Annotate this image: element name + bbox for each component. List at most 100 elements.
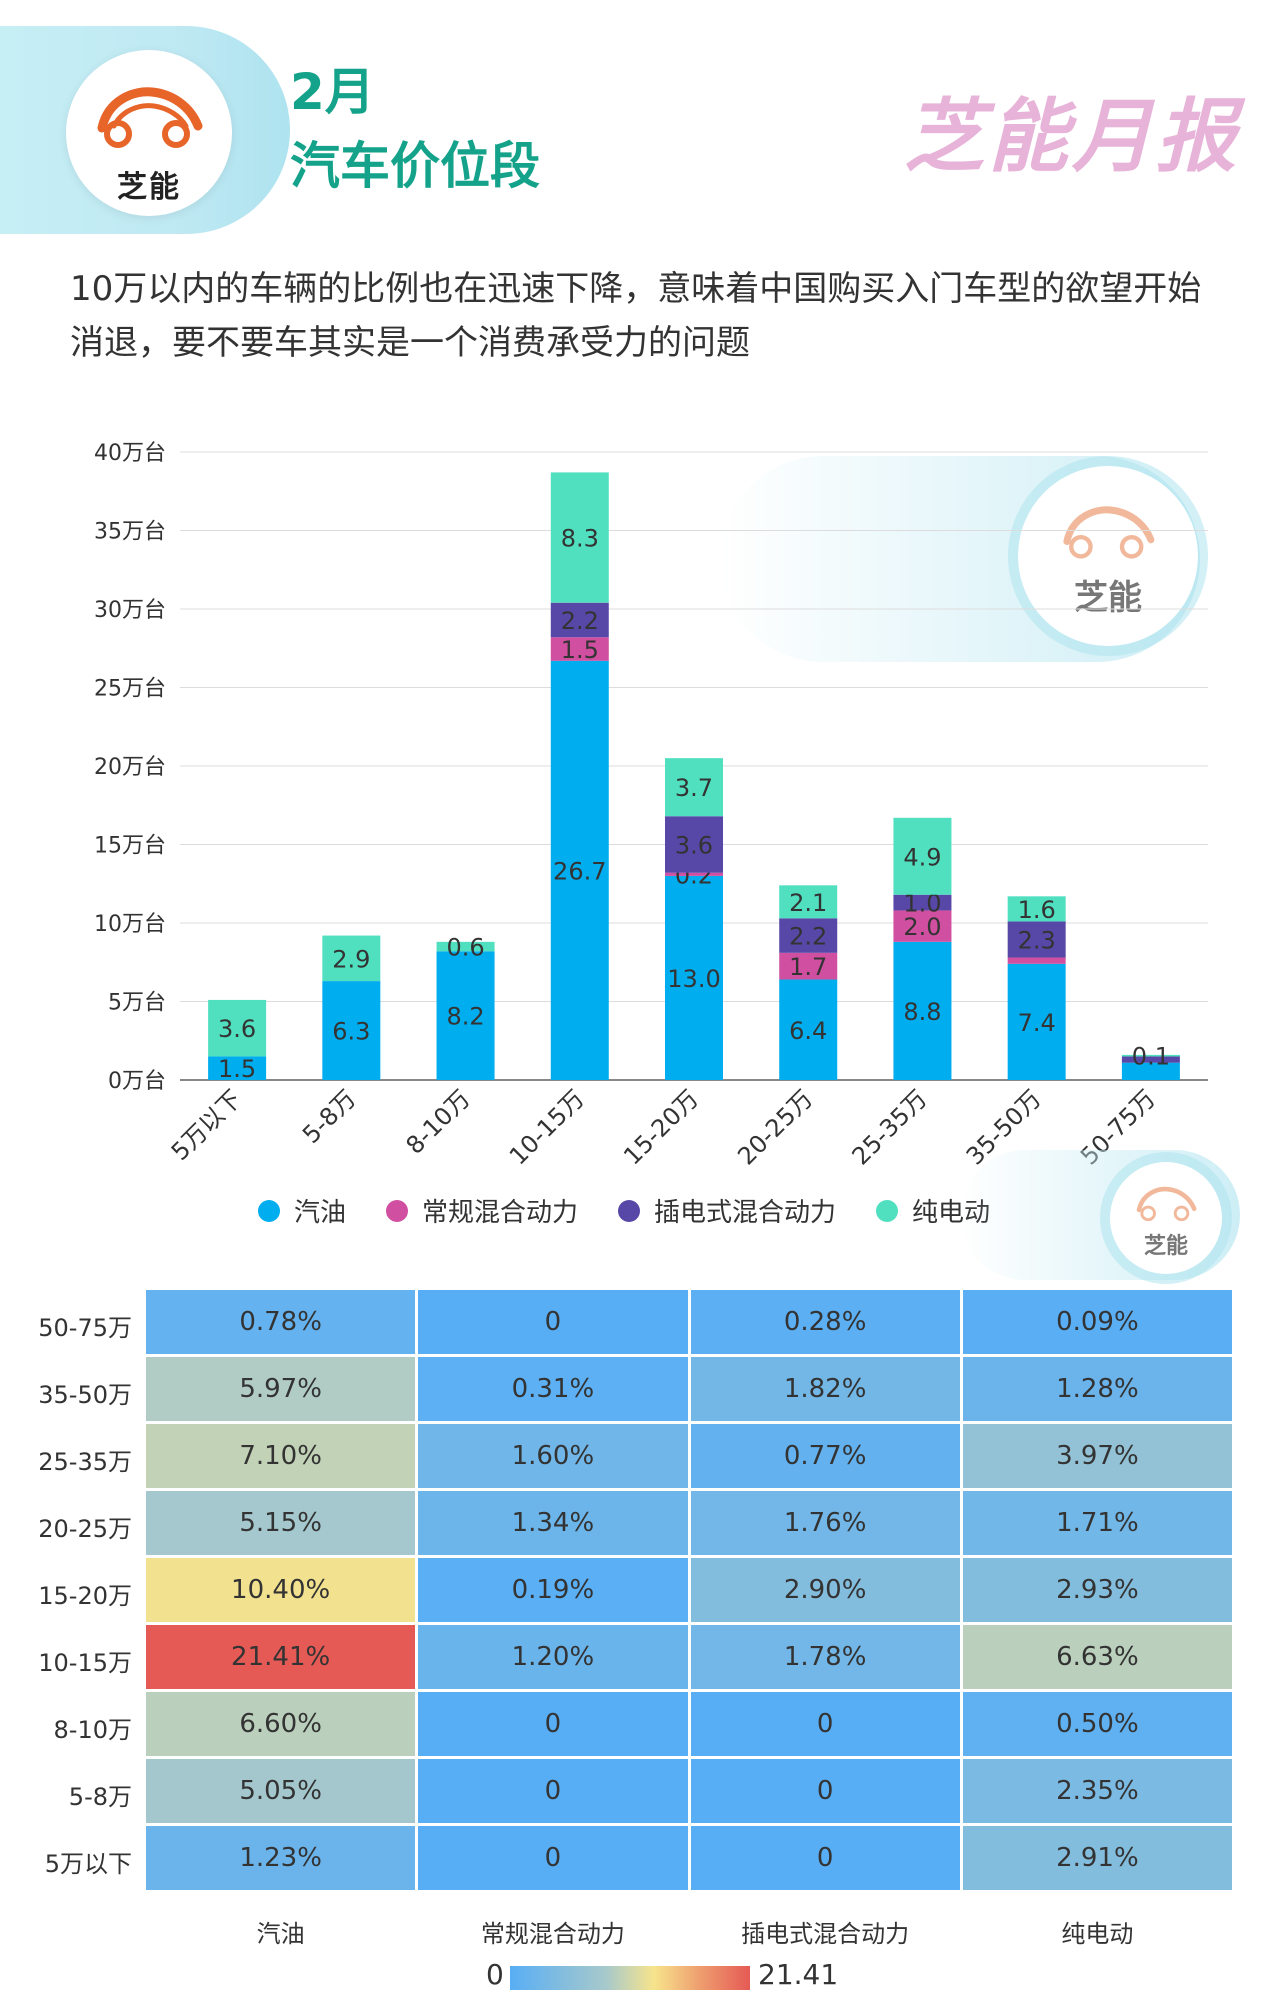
x-tick-label: 25-35万 [847, 1084, 933, 1170]
bar-data-label: 0.1 [1132, 1043, 1170, 1071]
bar-segment [550, 602, 609, 638]
heatmap-grid: 0.78% 0 0.28% 0.09% 5.97% 0.31% 1.82% 1.28% 7.10… [146, 1290, 1232, 1890]
bar-segment [665, 875, 723, 1080]
x-tick-label: 20-25万 [732, 1084, 818, 1170]
bar-segment [893, 817, 952, 895]
heatmap-cell: 3.97% [962, 1424, 1232, 1488]
bar-data-label: 2.2 [789, 923, 827, 951]
heatmap-column-label: 常规混合动力 [480, 1920, 625, 1948]
legend-item: 汽油 [258, 1192, 346, 1229]
legend-swatch [618, 1199, 641, 1222]
bar-segment [1007, 896, 1066, 922]
bar-segment [1007, 957, 1066, 964]
bar-data-label: 3.6 [218, 1015, 256, 1043]
stacked-bar-chart: 0万台 5万台 10万台 15万台 20万台 25万台 30万台 35万台 40万台 1.5 3.6… [94, 441, 1208, 1171]
heatmap-cell: 1.82% [690, 1357, 960, 1421]
heatmap-column-label: 插电式混合动力 [741, 1920, 910, 1948]
y-tick-label: 30万台 [94, 598, 166, 623]
page-month: 2月 [290, 63, 375, 121]
bar-segment [779, 952, 838, 980]
legend-swatch [876, 1199, 899, 1222]
bar-data-label: 6.4 [789, 1017, 827, 1045]
heatmap-cell: 0.31% [418, 1357, 688, 1421]
heatmap-cell: 7.10% [146, 1424, 416, 1488]
heatmap-cell: 0.19% [418, 1558, 688, 1622]
heatmap-cell: 5.05% [146, 1759, 416, 1823]
bar-data-label: 6.3 [332, 1018, 370, 1046]
description-text: 10万以内的车辆的比例也在迅速下降，意味着中国购买入门车型的欲望开始消退，要不要… [70, 269, 1202, 363]
chart-legend: 汽油 常规混合动力 插电式混合动力 纯电动 [258, 1192, 990, 1229]
bar-data-label: 8.8 [903, 998, 941, 1026]
heatmap-row-label: 15-20万 [38, 1582, 132, 1610]
bar-segment [665, 872, 723, 876]
heatmap-row-label: 25-35万 [38, 1448, 132, 1476]
bar-data-label: 1.5 [561, 636, 599, 664]
legend-item: 常规混合动力 [386, 1192, 578, 1229]
car-logo-icon [97, 87, 203, 148]
bar-data-label: 0.6 [446, 934, 484, 962]
x-tick-label: 8-10万 [401, 1084, 476, 1159]
bar-segment [779, 918, 838, 953]
scale-min-label: 0 [486, 1958, 504, 1991]
heatmap-cell: 0 [418, 1290, 688, 1354]
heatmap-row-label: 35-50万 [38, 1381, 132, 1409]
heatmap-cell: 6.63% [962, 1625, 1232, 1689]
bar-data-label: 26.7 [553, 857, 606, 885]
bar-segment [436, 941, 495, 952]
bar-data-label: 3.7 [675, 774, 713, 802]
color-scale-bar [510, 1966, 750, 1990]
y-tick-label: 40万台 [94, 441, 166, 466]
logo-text: 芝能 [117, 170, 181, 205]
bar-data-label: 1.6 [1018, 896, 1056, 924]
bar-segment [208, 1056, 267, 1080]
legend-item: 插电式混合动力 [618, 1192, 836, 1229]
heatmap-cell: 1.20% [418, 1625, 688, 1689]
bar-data-label: 2.9 [332, 945, 370, 973]
legend-label: 插电式混合动力 [654, 1198, 837, 1228]
scale-max-label: 21.41 [758, 1958, 839, 1991]
heatmap-column-label: 纯电动 [1061, 1920, 1134, 1948]
heatmap-cell: 1.71% [962, 1491, 1232, 1555]
heatmap-cell: 5.15% [146, 1491, 416, 1555]
bar-segment [1121, 1062, 1180, 1080]
heatmap-row-label: 10-15万 [38, 1649, 132, 1677]
y-tick-label: 0万台 [108, 1069, 166, 1094]
bar-data-label: 7.4 [1018, 1009, 1056, 1037]
bar-segment [1007, 963, 1066, 1080]
brand-title: 芝能月报 [904, 90, 1240, 183]
heatmap-row-label: 50-75万 [38, 1314, 132, 1342]
heatmap-cell: 0.78% [146, 1290, 416, 1354]
bar-segment [665, 816, 723, 873]
y-tick-label: 20万台 [94, 755, 166, 780]
heatmap-cell: 0 [418, 1692, 688, 1756]
heatmap-cell: 0 [418, 1759, 688, 1823]
heatmap-cell: 1.78% [690, 1625, 960, 1689]
heatmap-cell: 0 [690, 1759, 960, 1823]
bar-data-label: 13.0 [667, 965, 720, 993]
y-tick-label: 15万台 [94, 834, 166, 859]
bar-data-label: 2.1 [789, 889, 827, 917]
bar-segment [322, 935, 381, 982]
x-tick-label: 5-8万 [297, 1084, 361, 1148]
bar-segment [322, 981, 381, 1080]
heatmap-cell: 0.77% [690, 1424, 960, 1488]
x-tick-label: 15-20万 [618, 1084, 704, 1170]
heatmap-column-label: 汽油 [256, 1920, 305, 1948]
bar-data-label: 1.5 [218, 1055, 256, 1083]
watermark-logo: 芝能 [1018, 466, 1198, 646]
heatmap-cell: 10.40% [146, 1558, 416, 1622]
brand-logo: 芝能 [66, 50, 232, 216]
bar-data-label: 1.7 [789, 953, 827, 981]
bar-data-label: 8.2 [446, 1003, 484, 1031]
heatmap-row-label: 5万以下 [44, 1850, 132, 1878]
bar-segment [1121, 1056, 1180, 1063]
heatmap-cell: 1.60% [418, 1424, 688, 1488]
heatmap-cell: 2.91% [962, 1826, 1232, 1890]
heatmap-cell: 0.09% [962, 1290, 1232, 1354]
heatmap-cell: 0 [690, 1692, 960, 1756]
legend-swatch [258, 1199, 280, 1222]
heatmap-row-label: 5-8万 [68, 1783, 132, 1811]
legend-label: 常规混合动力 [422, 1198, 579, 1228]
heatmap-row-label: 20-25万 [38, 1515, 132, 1543]
watermark-logo: 芝能 [1110, 1162, 1222, 1274]
